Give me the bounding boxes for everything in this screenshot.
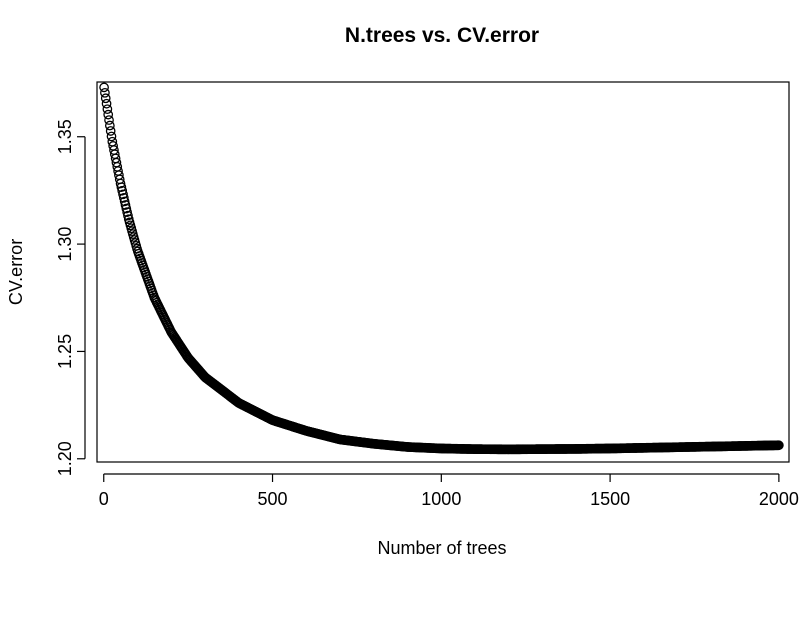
data-point — [119, 196, 130, 207]
data-point — [104, 115, 114, 125]
x-tick-label: 0 — [99, 489, 109, 509]
data-point — [105, 126, 116, 136]
x-axis: 0 500 1000 1500 2000 — [99, 473, 799, 509]
data-point — [103, 109, 114, 120]
data-point — [100, 93, 111, 104]
data-point — [101, 98, 112, 109]
data-points — [99, 82, 784, 455]
data-point — [118, 193, 129, 203]
x-tick-label: 1000 — [421, 489, 461, 509]
x-tick-label: 2000 — [759, 489, 799, 509]
data-point — [118, 189, 128, 200]
data-point — [122, 207, 132, 217]
data-point — [123, 210, 133, 221]
x-tick-label: 500 — [258, 489, 288, 509]
data-point — [102, 104, 113, 115]
data-point — [100, 87, 110, 98]
plot-frame — [96, 81, 790, 463]
x-tick-label: 1500 — [590, 489, 630, 509]
data-point — [774, 440, 784, 451]
x-axis-label: Number of trees — [377, 538, 506, 558]
data-point — [106, 131, 117, 142]
y-tick-label: 1.35 — [55, 119, 75, 154]
data-point — [115, 178, 126, 189]
y-tick-label: 1.30 — [55, 227, 75, 262]
data-point — [117, 185, 128, 196]
chart-title: N.trees vs. CV.error — [345, 24, 539, 47]
y-tick-label: 1.25 — [55, 334, 75, 369]
data-point — [116, 182, 127, 193]
data-point — [120, 200, 131, 210]
data-point — [99, 82, 109, 93]
y-axis: 1.20 1.25 1.30 1.35 — [55, 119, 86, 476]
data-point — [104, 120, 115, 131]
y-tick-label: 1.20 — [55, 441, 75, 476]
y-axis-label: CV.error — [6, 239, 26, 305]
data-point — [121, 203, 132, 214]
